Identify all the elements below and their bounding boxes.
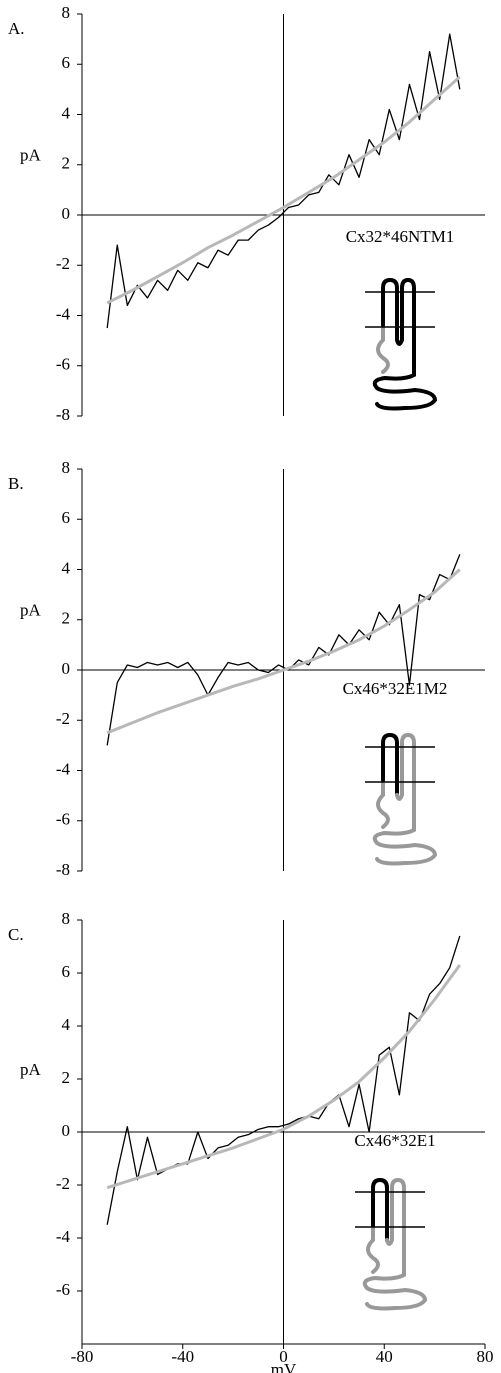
y-tick-label: 0 — [62, 204, 71, 223]
y-tick-label: -2 — [56, 254, 70, 273]
y-tick-label: -2 — [56, 709, 70, 728]
y-tick-label: 6 — [62, 508, 71, 527]
panel-label: B. — [8, 474, 24, 493]
y-tick-label: 0 — [62, 659, 71, 678]
y-axis-label: pA — [20, 601, 42, 620]
annotation: Cx32*46NTM1 — [346, 227, 455, 246]
annotation: Cx46*32E1M2 — [343, 679, 448, 698]
y-tick-label: -2 — [56, 1174, 70, 1193]
topology-inset — [365, 277, 438, 411]
topology-inset — [365, 732, 438, 866]
annotation: Cx46*32E1 — [354, 1131, 435, 1150]
y-tick-label: -8 — [56, 860, 70, 879]
y-tick-label: 8 — [62, 909, 71, 928]
y-tick-label: 4 — [62, 103, 71, 122]
y-tick-label: 2 — [62, 609, 71, 628]
topology-inset — [355, 1177, 428, 1311]
x-tick-label: -80 — [71, 1347, 94, 1366]
y-tick-label: 6 — [62, 53, 71, 72]
y-tick-label: 6 — [62, 962, 71, 981]
y-tick-label: 4 — [62, 1015, 71, 1034]
panel-label: A. — [8, 19, 25, 38]
x-tick-label: 0 — [279, 1347, 288, 1366]
y-tick-label: -4 — [56, 1227, 71, 1246]
y-tick-label: -6 — [56, 810, 70, 829]
x-tick-label: -40 — [171, 1347, 194, 1366]
y-tick-label: -6 — [56, 355, 70, 374]
y-tick-label: -8 — [56, 405, 70, 424]
y-tick-label: 2 — [62, 1068, 71, 1087]
x-tick-label: 80 — [477, 1347, 494, 1366]
y-axis-label: pA — [20, 146, 42, 165]
trace — [106, 568, 461, 735]
x-axis-label: mV — [271, 1360, 297, 1373]
y-tick-label: 8 — [62, 458, 71, 477]
panel-label: C. — [8, 925, 24, 944]
y-tick-label: 4 — [62, 558, 71, 577]
y-tick-label: -4 — [56, 304, 71, 323]
trace — [106, 964, 462, 1190]
y-tick-label: 0 — [62, 1121, 71, 1140]
y-axis-label: pA — [20, 1060, 42, 1079]
trace — [106, 75, 461, 305]
y-tick-label: -6 — [56, 1280, 70, 1299]
y-tick-label: 2 — [62, 154, 71, 173]
y-tick-label: -4 — [56, 759, 71, 778]
y-tick-label: 8 — [62, 3, 71, 22]
trace — [106, 554, 461, 746]
x-tick-label: 40 — [376, 1347, 393, 1366]
